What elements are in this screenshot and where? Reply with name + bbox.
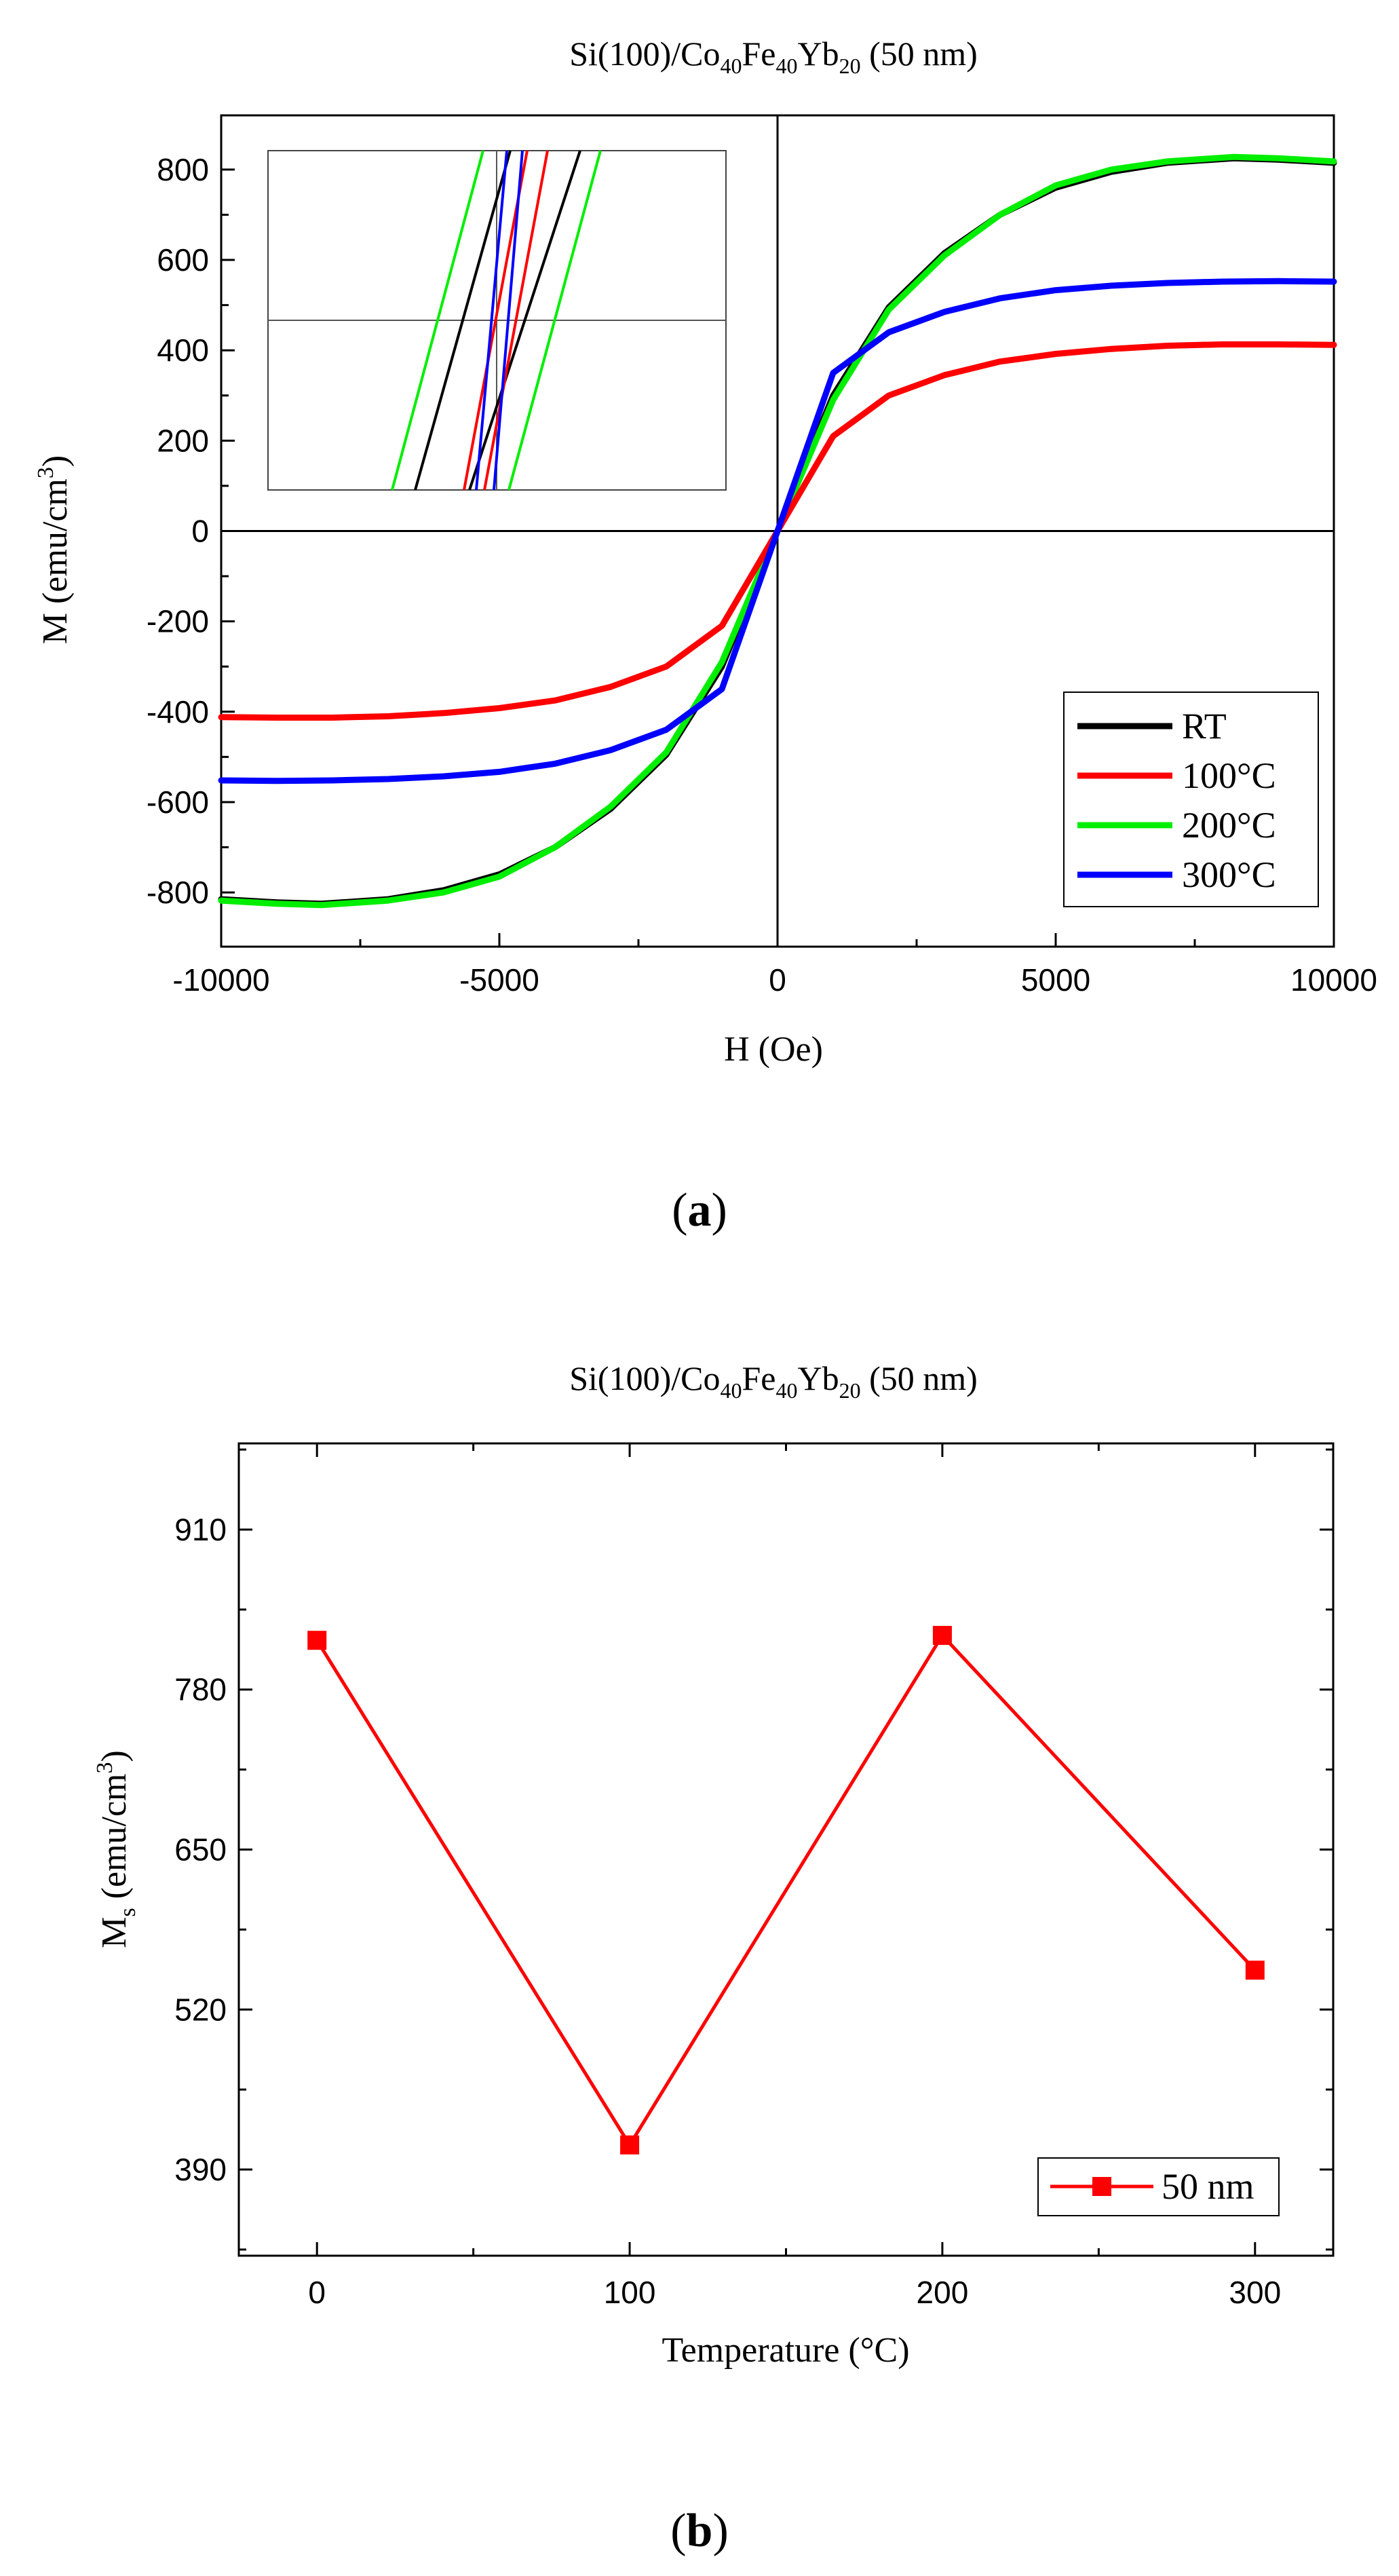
- chart-b-y-tick-label: 650: [174, 1832, 227, 1868]
- chart-a-legend: RT 100°C 200°C 300°C: [1063, 692, 1319, 907]
- chart-a-x-tick-label: 0: [769, 962, 786, 998]
- chart-a-y-tick-label: 0: [191, 514, 209, 549]
- panel-b-label: (b): [670, 2505, 729, 2557]
- chart-a-y-tick-label: 200: [157, 423, 209, 458]
- chart-a-y-tick-labels: -800 -600 -400 -200 0 200 400 600 800: [147, 152, 209, 910]
- chart-a-y-tick-label: 400: [157, 333, 209, 368]
- chart-a-x-tick-label: -10000: [172, 962, 269, 998]
- inset-branch-line: [507, 150, 602, 491]
- chart-b-x-tick-label: 100: [604, 2275, 656, 2310]
- chart-a-series: [218, 153, 1337, 909]
- chart-b-y-tick-label: 520: [174, 1992, 227, 2027]
- inset-branch-line: [414, 150, 512, 491]
- inset-branch-line: [468, 150, 581, 491]
- chart-b-x-tick-labels: 0 100 200 300: [308, 2275, 1281, 2310]
- chart-b-legend: 50 nm: [1037, 2157, 1280, 2216]
- inset-branch-line: [483, 150, 549, 491]
- chart-b-series-line: [315, 1632, 1257, 2148]
- chart-a-y-tick-label: 800: [157, 152, 209, 187]
- chart-a-y-tick-label: -800: [147, 875, 209, 910]
- chart-b-x-tick-label: 200: [917, 2275, 969, 2310]
- chart-a-y-axis-title: M (emu/cm3): [33, 455, 75, 644]
- chart-a-legend-label: 100°C: [1182, 755, 1276, 796]
- chart-b-legend-label: 50 nm: [1162, 2166, 1254, 2207]
- chart-b-ticks: [239, 1443, 1333, 2256]
- chart-a: Si(100)/Co40Fe40Yb20 (50 nm) -10000 -5000…: [33, 35, 1377, 1236]
- chart-b: Si(100)/Co40Fe40Yb20 (50 nm) 0 100 200 300 …: [92, 1359, 1335, 2557]
- chart-b-data-point: [307, 1631, 327, 1650]
- chart-b-data-point: [1245, 1961, 1265, 1980]
- chart-a-y-tick-label: -600: [147, 784, 209, 820]
- chart-b-y-axis-title: Ms (emu/cm3): [92, 1750, 140, 1948]
- chart-a-legend-label: 300°C: [1182, 854, 1276, 895]
- chart-a-legend-label: 200°C: [1182, 805, 1276, 846]
- chart-a-y-tick-label: -400: [147, 694, 209, 730]
- inset-branch-line: [391, 150, 484, 491]
- chart-b-data-point: [620, 2135, 640, 2155]
- chart-b-legend-marker: [1092, 2177, 1111, 2196]
- chart-a-y-tick-label: 600: [157, 242, 209, 278]
- inset-hysteresis-loops: [391, 150, 602, 491]
- inset-branch-line: [475, 150, 508, 491]
- chart-a-inset: [267, 150, 727, 491]
- chart-b-y-tick-label: 910: [174, 1512, 227, 1547]
- chart-b-x-axis-title: Temperature (°C): [662, 2331, 909, 2370]
- chart-b-y-tick-label: 390: [174, 2152, 227, 2187]
- chart-a-legend-label: RT: [1182, 706, 1227, 746]
- chart-a-x-tick-label: -5000: [459, 962, 539, 998]
- chart-a-ticks: [220, 168, 1335, 947]
- chart-b-legend-box: [1037, 2157, 1280, 2216]
- chart-a-x-tick-labels: -10000 -5000 0 5000 10000: [172, 962, 1377, 998]
- chart-b-series: [307, 1625, 1265, 2155]
- chart-a-y-tick-label: -200: [147, 604, 209, 639]
- inset-branch-line: [493, 150, 524, 491]
- chart-a-series-line: [218, 278, 1337, 784]
- panel-a-label: (a): [672, 1184, 727, 1236]
- chart-b-data-point: [932, 1625, 952, 1645]
- chart-b-x-tick-label: 0: [308, 2275, 326, 2310]
- chart-b-y-tick-label: 780: [174, 1672, 227, 1707]
- chart-a-x-axis-title: H (Oe): [724, 1030, 823, 1069]
- chart-b-y-tick-labels: 390 520 650 780 910: [174, 1512, 227, 2187]
- chart-b-title: Si(100)/Co40Fe40Yb20 (50 nm): [569, 1359, 978, 1403]
- chart-a-title: Si(100)/Co40Fe40Yb20 (50 nm): [569, 35, 978, 78]
- chart-b-plot-frame: [237, 1442, 1335, 2257]
- chart-a-x-tick-label: 5000: [1021, 962, 1090, 998]
- chart-a-x-tick-label: 10000: [1290, 962, 1377, 998]
- chart-b-x-tick-label: 300: [1229, 2275, 1281, 2310]
